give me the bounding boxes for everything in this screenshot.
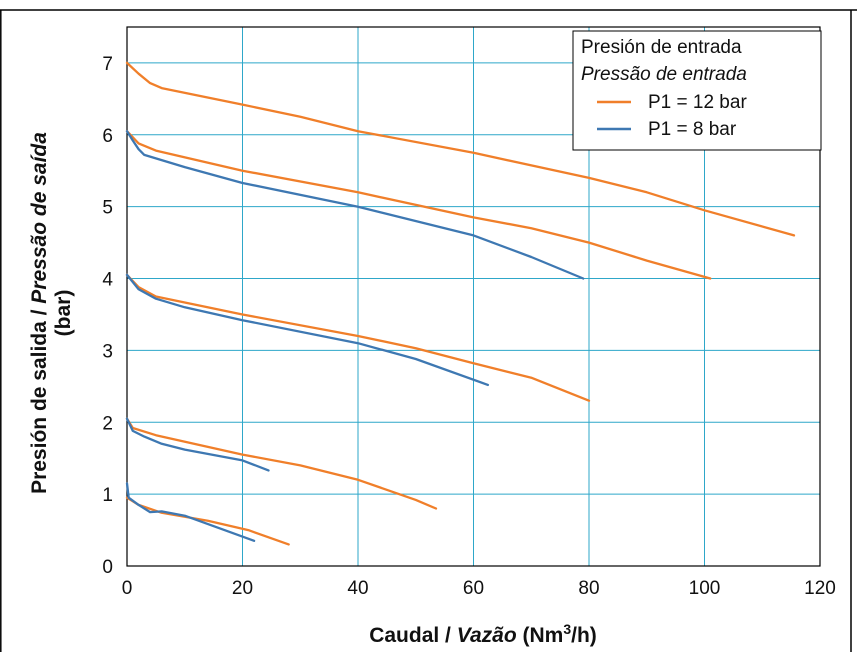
x-tick-label: 40 <box>347 578 368 599</box>
y-tick-label: 5 <box>102 198 113 219</box>
series-line-9 <box>125 482 256 542</box>
y-tick-label: 4 <box>102 270 113 291</box>
series-line-4 <box>125 273 591 402</box>
y-tick-label: 0 <box>102 557 113 578</box>
y-axis-title: Presión de salida / Pressão de saída <box>28 132 51 494</box>
series-line-6 <box>125 417 438 510</box>
x-tick-label: 100 <box>689 578 721 599</box>
x-axis-title: Caudal / Vazão (Nm3/h) <box>369 621 597 647</box>
series-line-1 <box>125 61 796 237</box>
x-tick-labels: 0 20 40 60 80 100 120 <box>122 578 836 599</box>
plot-area <box>126 26 821 567</box>
series-line-5 <box>125 273 490 387</box>
x-tick-label: 0 <box>122 578 133 599</box>
x-tick-label: 20 <box>232 578 253 599</box>
y-tick-labels: 0 1 2 3 4 5 6 7 <box>102 54 113 578</box>
y-axis-unit: (bar) <box>52 290 75 337</box>
legend-label-12bar: P1 = 12 bar <box>648 92 747 113</box>
legend: Presión de entrada Pressão de entrada P1… <box>572 30 822 151</box>
y-tick-label: 6 <box>102 126 113 147</box>
x-tick-label: 120 <box>804 578 836 599</box>
series-line-7 <box>125 417 270 472</box>
y-tick-label: 3 <box>102 341 113 362</box>
x-tick-label: 80 <box>578 578 599 599</box>
x-tick-label: 60 <box>463 578 484 599</box>
legend-label-8bar: P1 = 8 bar <box>648 119 737 140</box>
y-tick-label: 2 <box>102 413 113 434</box>
y-tick-label: 1 <box>102 485 113 506</box>
y-tick-label: 7 <box>102 54 113 75</box>
legend-subtitle: Pressão de entrada <box>581 64 747 85</box>
legend-title: Presión de entrada <box>581 37 742 58</box>
series-line-3 <box>125 130 585 280</box>
series-line-2 <box>125 130 712 280</box>
series-line-8 <box>125 496 290 546</box>
series-layer <box>125 61 796 546</box>
